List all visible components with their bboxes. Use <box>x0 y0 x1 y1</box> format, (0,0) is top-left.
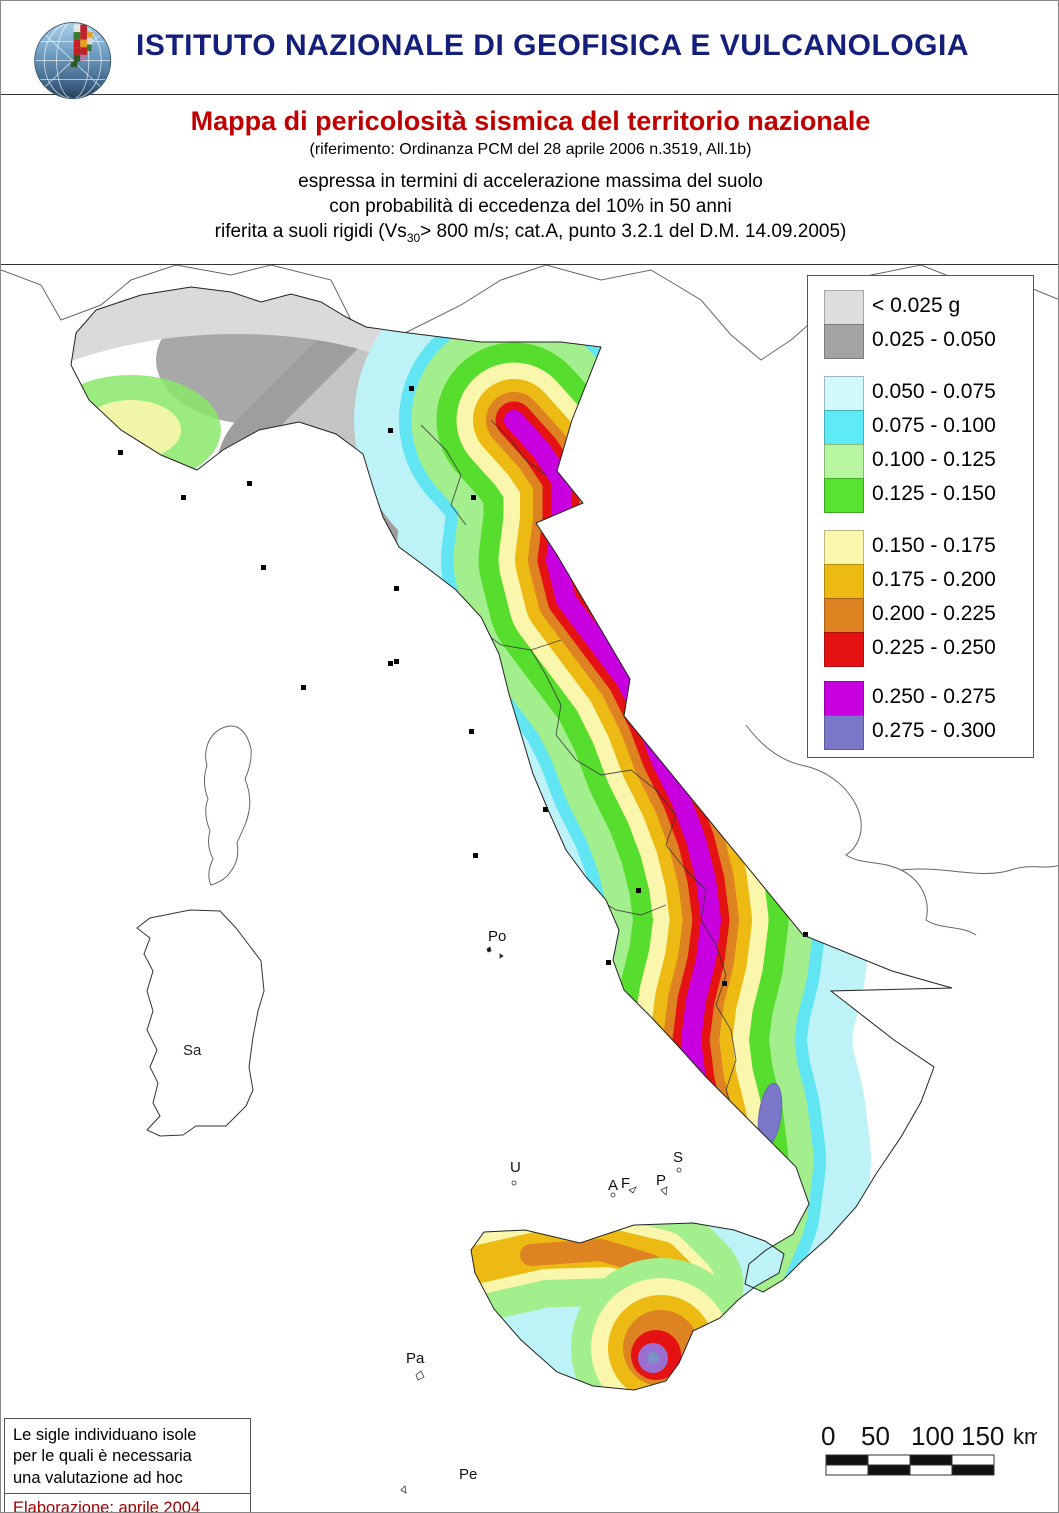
svg-text:Po: Po <box>488 928 506 945</box>
svg-text:50: 50 <box>861 1421 890 1451</box>
svg-text:U: U <box>510 1159 521 1176</box>
svg-text:km: km <box>1013 1424 1037 1449</box>
svg-text:Pe: Pe <box>459 1466 477 1483</box>
svg-text:P: P <box>656 1172 666 1189</box>
svg-text:A: A <box>608 1177 618 1194</box>
svg-text:F: F <box>621 1175 630 1192</box>
svg-text:0: 0 <box>821 1421 835 1451</box>
svg-text:150: 150 <box>961 1421 1004 1451</box>
svg-text:Pa: Pa <box>406 1350 425 1367</box>
svg-text:S: S <box>673 1149 683 1166</box>
svg-text:100: 100 <box>911 1421 954 1451</box>
svg-text:Sa: Sa <box>183 1042 202 1059</box>
